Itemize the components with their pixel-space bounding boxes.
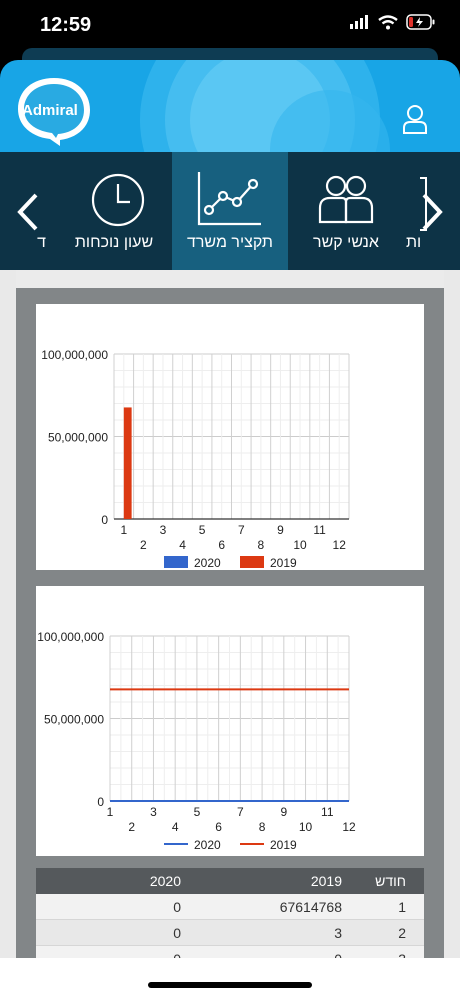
cell-2020: 0 <box>173 899 181 915</box>
summary-panel-top <box>16 270 444 288</box>
chart-line-icon <box>197 172 261 226</box>
home-indicator[interactable] <box>148 982 312 988</box>
nav-item-office-summary[interactable]: תקציר משרד <box>172 152 288 270</box>
y-tick-label: 0 <box>97 795 104 809</box>
x-tick-label: 2 <box>140 538 147 552</box>
nav-label-partial-right: ות <box>406 234 422 251</box>
table-row: 2 3 0 <box>36 920 424 946</box>
nav-label-partial-left: ד <box>37 234 46 251</box>
bar-chart: 100,000,000 50,000,000 01 3 5 7 9 11 2 4 6 8 10 12 202… <box>41 348 350 570</box>
wifi-icon <box>378 14 398 29</box>
cell-2020: 0 <box>173 951 181 960</box>
signal-icon <box>350 15 368 29</box>
x-tick-label: 7 <box>237 805 244 819</box>
table-row: 3 0 0 <box>36 946 424 960</box>
data-table: חודש 2019 2020 1 67614768 0 2 3 0 3 0 0 <box>36 868 424 960</box>
legend-swatch <box>240 556 264 568</box>
x-tick-label: 5 <box>199 523 206 537</box>
legend-label: 2020 <box>194 556 221 570</box>
nav-label-contacts: אנשי קשר <box>313 234 379 251</box>
y-tick-label: 100,000,000 <box>37 630 104 644</box>
x-tick-label: 6 <box>215 820 222 834</box>
user-profile-button[interactable] <box>402 104 428 139</box>
y-tick-label: 50,000,000 <box>44 713 104 727</box>
cell-month: 3 <box>398 951 406 960</box>
nav-label-office-summary: תקציר משרד <box>187 234 273 251</box>
bar-chart-card: 100,000,000 50,000,000 0 1 3 5 7 9 11 2 4 6 8 10 12 202… <box>36 304 424 570</box>
nav-scroll-left-button[interactable] <box>14 192 40 237</box>
nav-label-attendance-clock: שעון נוכחות <box>74 234 154 251</box>
line-chart-card: 100,000,000 50,000,000 0 1 3 5 7 9 11 2 4 6 8 10 12 202… <box>36 586 424 856</box>
x-tick-label: 4 <box>172 820 179 834</box>
bar <box>123 407 132 519</box>
header-2019: 2019 <box>310 873 342 889</box>
legend-label: 2019 <box>270 838 297 852</box>
clock-icon <box>91 173 145 227</box>
user-icon <box>403 105 427 134</box>
x-tick-label: 8 <box>258 538 265 552</box>
x-tick-label: 5 <box>194 805 201 819</box>
x-tick-label: 1 <box>120 523 127 537</box>
x-tick-label: 9 <box>277 523 284 537</box>
x-tick-label: 12 <box>342 820 356 834</box>
line-chart: 100,000,000 50,000,000 01 3 5 7 9 11 2 4 6 8 10 12 202… <box>37 630 356 852</box>
nav-item-partial-right[interactable]: ות <box>404 152 460 270</box>
x-tick-label: 6 <box>218 538 225 552</box>
logo-bubble-icon: Admiral <box>18 78 90 146</box>
cell-2019: 0 <box>334 951 342 960</box>
status-time: 12:59 <box>40 14 92 36</box>
table-header: חודש 2019 2020 <box>36 868 424 894</box>
status-bar: 12:59 <box>0 0 460 48</box>
x-tick-label: 11 <box>313 523 326 537</box>
nav-scroll-right-button[interactable] <box>420 192 446 237</box>
header-2020: 2020 <box>149 873 181 889</box>
nav-item-contacts[interactable]: אנשי קשר <box>288 152 404 270</box>
nav-item-attendance-clock[interactable]: שעון נוכחות <box>56 152 172 270</box>
cell-month: 1 <box>398 899 406 915</box>
table-row: 1 67614768 0 <box>36 894 424 920</box>
nav-bar: ות אנשי קשר תקציר משרד <box>0 152 460 270</box>
logo-text: Admiral <box>22 102 78 119</box>
x-tick-label: 3 <box>160 523 167 537</box>
y-tick-label: 100,000,000 <box>41 348 108 362</box>
legend-swatch <box>164 556 188 568</box>
battery-icon <box>406 14 435 30</box>
app-header: Admiral <box>0 60 460 152</box>
app-logo[interactable]: Admiral <box>16 76 92 151</box>
x-tick-label: 10 <box>299 820 313 834</box>
x-tick-label: 2 <box>128 820 135 834</box>
legend-label: 2020 <box>194 838 221 852</box>
contacts-icon <box>318 175 374 224</box>
x-tick-label: 1 <box>107 805 114 819</box>
x-tick-label: 4 <box>179 538 186 552</box>
status-icons <box>350 14 436 30</box>
header-month: חודש <box>375 873 406 889</box>
x-tick-label: 9 <box>280 805 287 819</box>
cell-2019: 67614768 <box>279 899 342 915</box>
header-background <box>140 60 390 152</box>
cell-2019: 3 <box>334 925 342 941</box>
cell-month: 2 <box>398 925 406 941</box>
x-tick-label: 7 <box>238 523 245 537</box>
x-tick-label: 10 <box>293 538 307 552</box>
home-indicator-area <box>0 958 460 996</box>
chevron-right-icon <box>422 193 443 231</box>
x-tick-label: 11 <box>321 805 334 819</box>
y-tick-label: 50,000,000 <box>48 431 108 445</box>
content-area[interactable]: 100,000,000 50,000,000 0 1 3 5 7 9 11 2 4 6 8 10 12 202… <box>0 270 460 960</box>
nav-item-partial-left[interactable]: ד <box>0 152 56 270</box>
y-tick-label: 0 <box>101 513 108 527</box>
document-icon <box>420 177 427 231</box>
cell-2020: 0 <box>173 925 181 941</box>
x-tick-label: 12 <box>333 538 347 552</box>
x-tick-label: 8 <box>259 820 266 834</box>
x-tick-label: 3 <box>150 805 157 819</box>
legend-label: 2019 <box>270 556 297 570</box>
chevron-left-icon <box>17 193 38 231</box>
